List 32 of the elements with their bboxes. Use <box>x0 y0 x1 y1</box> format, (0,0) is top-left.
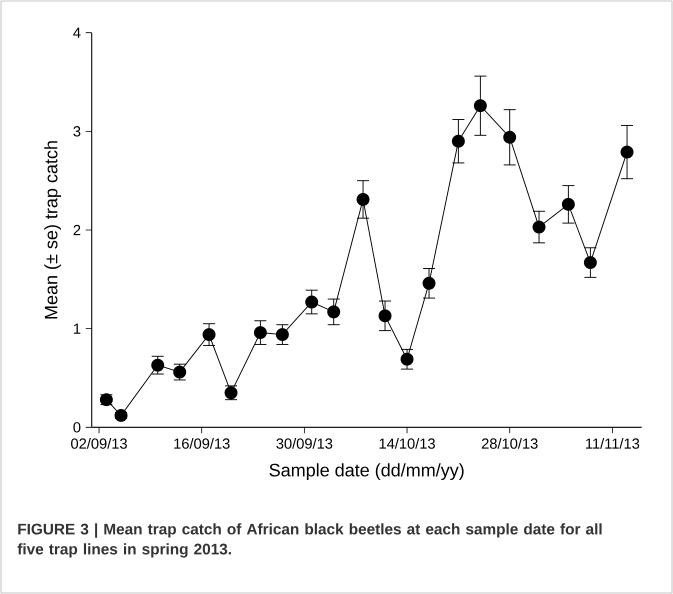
point <box>202 328 216 342</box>
point <box>474 99 487 112</box>
x-tick-label: 02/09/13 <box>71 438 127 449</box>
y-tick-label: 1 <box>74 324 80 334</box>
point <box>151 358 164 372</box>
point <box>562 198 575 211</box>
point <box>532 220 546 234</box>
point <box>254 326 267 340</box>
x-tick-label: 14/10/13 <box>380 438 435 449</box>
y-axis-title: Mean (± se) trap catch <box>44 141 62 318</box>
point <box>620 146 634 159</box>
point <box>356 192 370 206</box>
point <box>378 309 392 322</box>
y-tick-label: 3 <box>73 126 80 137</box>
y-tick-label: 0 <box>73 422 80 432</box>
point <box>114 409 128 422</box>
point <box>422 276 436 290</box>
point <box>327 305 340 318</box>
x-tick-label: 11/11/13 <box>586 438 640 449</box>
x-tick-label: 30/09/13 <box>276 438 332 449</box>
point <box>276 328 289 342</box>
x-tick-label: 28/10/13 <box>482 438 538 449</box>
point <box>584 256 597 270</box>
caption: FIGURE 3 | Mean trap catch of African black beetles at each sample date for all five trap lines in spring 2013. <box>18 523 602 558</box>
x-tick-label: 16/09/13 <box>174 438 230 449</box>
x-axis-title: Sample date (dd/mm/yy) <box>269 463 464 480</box>
y-tick-label: 4 <box>73 28 81 38</box>
point <box>400 352 414 366</box>
y-tick-label: 2 <box>74 224 80 236</box>
point <box>452 134 465 148</box>
point <box>503 130 516 144</box>
point <box>305 296 318 308</box>
